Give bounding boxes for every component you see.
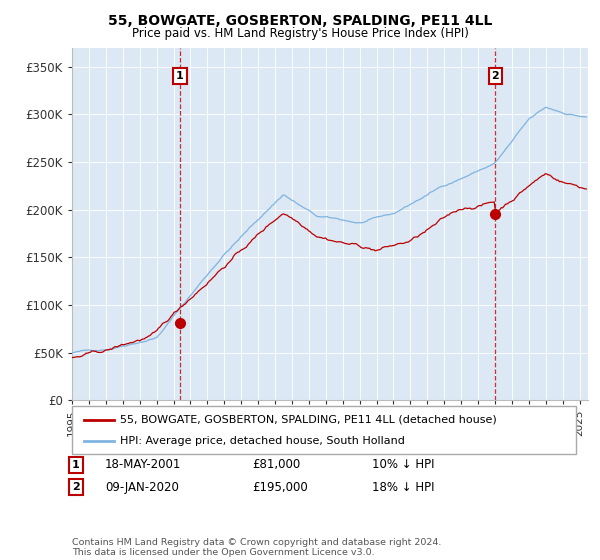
Text: £195,000: £195,000 [252, 480, 308, 494]
Text: £81,000: £81,000 [252, 458, 300, 472]
Text: 10% ↓ HPI: 10% ↓ HPI [372, 458, 434, 472]
Text: 2: 2 [72, 482, 80, 492]
Text: 55, BOWGATE, GOSBERTON, SPALDING, PE11 4LL: 55, BOWGATE, GOSBERTON, SPALDING, PE11 4… [108, 14, 492, 28]
Text: 09-JAN-2020: 09-JAN-2020 [105, 480, 179, 494]
Text: 2: 2 [491, 71, 499, 81]
Text: 1: 1 [176, 71, 184, 81]
Text: 55, BOWGATE, GOSBERTON, SPALDING, PE11 4LL (detached house): 55, BOWGATE, GOSBERTON, SPALDING, PE11 4… [120, 415, 497, 425]
Text: 18-MAY-2001: 18-MAY-2001 [105, 458, 181, 472]
Text: Price paid vs. HM Land Registry's House Price Index (HPI): Price paid vs. HM Land Registry's House … [131, 27, 469, 40]
Text: 18% ↓ HPI: 18% ↓ HPI [372, 480, 434, 494]
Text: HPI: Average price, detached house, South Holland: HPI: Average price, detached house, Sout… [120, 436, 405, 446]
Text: Contains HM Land Registry data © Crown copyright and database right 2024.
This d: Contains HM Land Registry data © Crown c… [72, 538, 442, 557]
Text: 1: 1 [72, 460, 80, 470]
